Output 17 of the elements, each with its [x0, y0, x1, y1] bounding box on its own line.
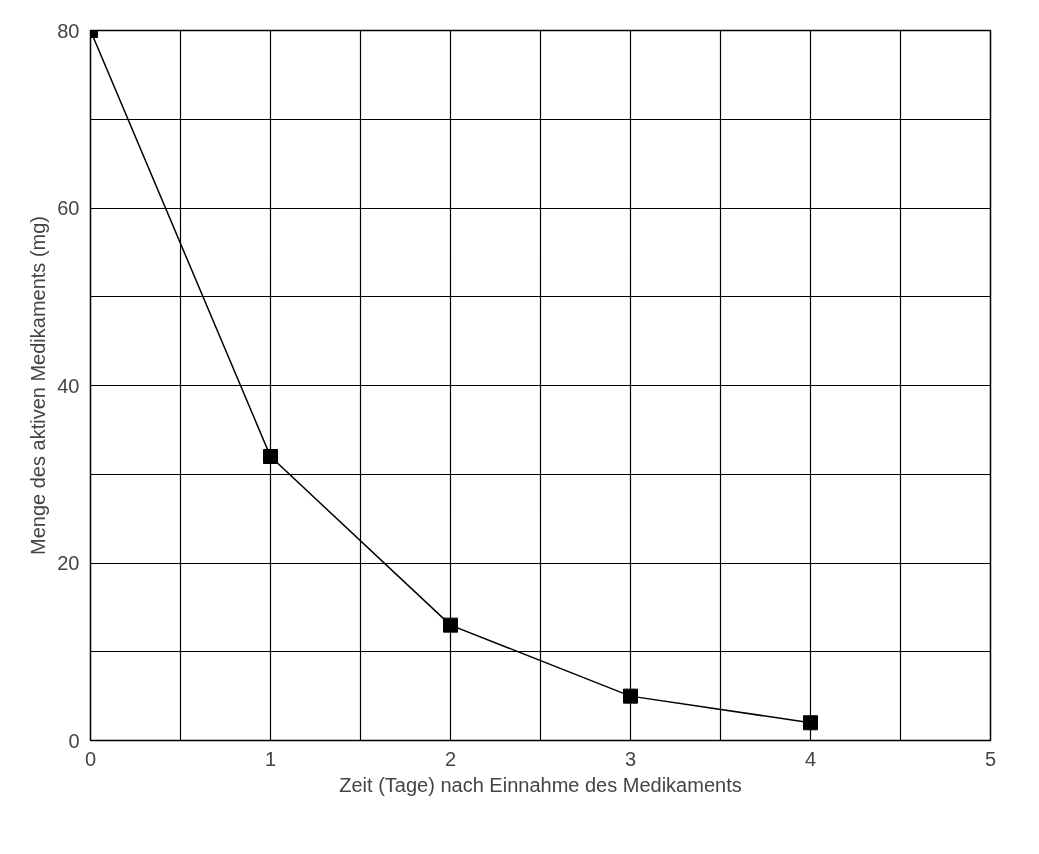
- y-tick-label: 20: [57, 552, 80, 574]
- y-tick-label: 60: [57, 197, 80, 219]
- point: [263, 449, 278, 464]
- x-tick-label: 0: [84, 747, 97, 770]
- y-tick-label: 0: [68, 729, 80, 752]
- y-axis-title: Menge des aktiven Medikaments (mg): [27, 215, 50, 556]
- y-tick-label: 40: [57, 374, 80, 397]
- x-tick-label: 4: [804, 747, 817, 770]
- x-tick-label: 5: [984, 747, 997, 770]
- point: [803, 715, 818, 731]
- y-tick-label: 80: [57, 19, 80, 42]
- point: [443, 617, 458, 633]
- x-tick-label: 2: [444, 747, 457, 770]
- x-axis-title: Zeit (Tage) nach Einnahme des Medikaments: [339, 773, 742, 796]
- point: [623, 688, 638, 704]
- x-tick-label: 3: [624, 747, 637, 770]
- x-tick-label: 1: [264, 747, 277, 770]
